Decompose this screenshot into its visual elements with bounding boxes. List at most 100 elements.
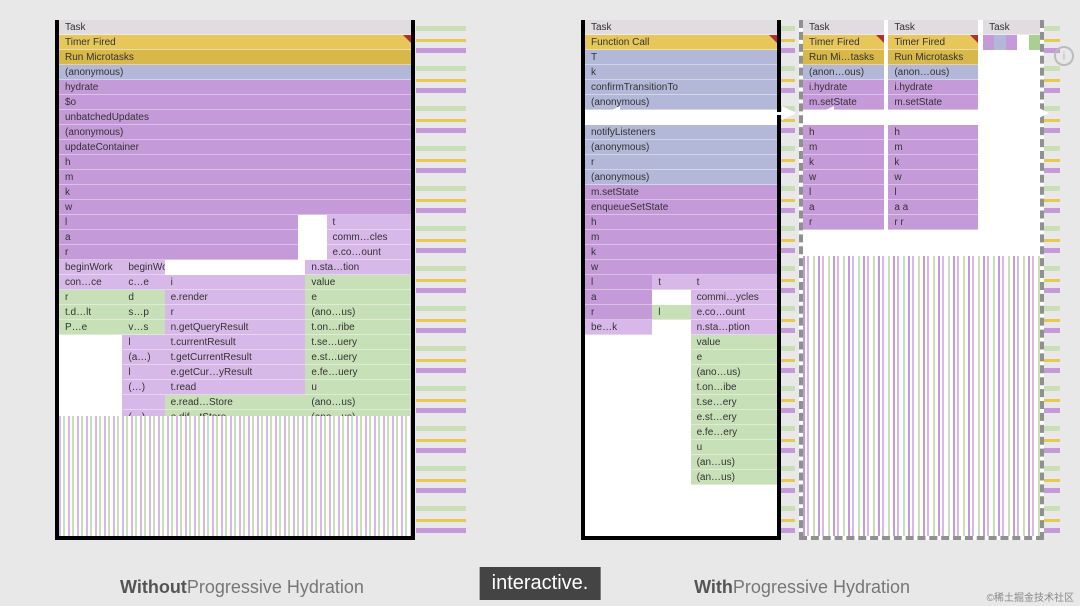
flame-row: e.co…ount	[327, 245, 411, 260]
flame-row: value	[305, 275, 411, 290]
flame-row: Run Microtasks	[59, 50, 411, 65]
flame-row: w	[803, 170, 884, 185]
flame-row: m	[59, 170, 411, 185]
flame-row: k	[803, 155, 884, 170]
flame-row: (ano…us)	[305, 395, 411, 410]
flame-row: w	[59, 200, 411, 215]
flame-row: e	[691, 350, 777, 365]
flame-row: e.st…ery	[691, 410, 777, 425]
flame-row: h	[803, 125, 884, 140]
flame-row: t.getCurrentResult	[165, 350, 306, 365]
flame-row: t.on…ibe	[691, 380, 777, 395]
flame-row: a	[59, 230, 298, 245]
flame-row: l	[803, 185, 884, 200]
flame-column: tcommi…yclese.co…ountn.sta…ptionvaluee(a…	[691, 275, 777, 485]
noise-stripes	[59, 416, 411, 536]
flame-row: (an…us)	[691, 470, 777, 485]
flame-row: Run Microtasks	[888, 50, 978, 65]
flame-row: (ano…us)	[691, 365, 777, 380]
flame-row: con…ce	[59, 275, 122, 290]
flame-row: (anonymous)	[585, 170, 777, 185]
flame-row: u	[691, 440, 777, 455]
flame-column: tcomm…clese.co…ount	[327, 215, 411, 260]
noise-stripes	[803, 256, 1040, 536]
flame-row: e.read…Store	[165, 395, 306, 410]
flame-row: be…k	[585, 320, 652, 335]
interactive-arrow	[608, 112, 794, 115]
flame-row: a	[585, 290, 652, 305]
flame-row: k	[59, 185, 411, 200]
flame-row: Task	[59, 20, 411, 35]
flame-row: beginWork	[122, 260, 164, 275]
flame-row: s…p	[122, 305, 164, 320]
flame-row: r	[803, 215, 884, 230]
flame-row: t.se…uery	[305, 335, 411, 350]
flame-row: m	[585, 230, 777, 245]
flame-row: l	[59, 215, 298, 230]
flame-row: updateContainer	[59, 140, 411, 155]
flame-row: k	[585, 245, 777, 260]
flame-row: c…e	[122, 275, 164, 290]
flame-row: u	[305, 380, 411, 395]
flame-row: t.d…lt	[59, 305, 122, 320]
flame-row: t.read	[165, 380, 306, 395]
info-icon[interactable]: i	[1054, 46, 1074, 66]
flame-row: m.setState	[803, 95, 884, 110]
flame-column: lar	[59, 215, 298, 260]
flame-row: h	[888, 125, 978, 140]
flame-row: beginWork	[59, 260, 122, 275]
flame-row: a	[803, 200, 884, 215]
flame-row: l	[122, 365, 164, 380]
flame-row: comm…cles	[327, 230, 411, 245]
flame-row: (ano…us)	[305, 305, 411, 320]
flame-row: t.on…ribe	[305, 320, 411, 335]
flame-row: t.currentResult	[165, 335, 306, 350]
flame-row	[122, 395, 164, 410]
flame-row: k	[888, 155, 978, 170]
flame-row: e.fe…ery	[691, 425, 777, 440]
flame-row: notifyListeners	[585, 125, 777, 140]
flame-row: (a…)	[122, 350, 164, 365]
caption-left-bold: Without	[120, 577, 187, 598]
flame-row: (anonymous)	[585, 140, 777, 155]
flame-row: value	[691, 335, 777, 350]
flame-row: t	[327, 215, 411, 230]
flame-row: w	[585, 260, 777, 275]
flame-row: confirmTransitionTo	[585, 80, 777, 95]
flame-row: k	[585, 65, 777, 80]
caption-left: Progressive Hydration	[187, 577, 364, 598]
flame-row: Function Call	[585, 35, 777, 50]
flame-row: m.setState	[585, 185, 777, 200]
flame-row: (an…us)	[691, 455, 777, 470]
flame-row: r	[165, 305, 306, 320]
flame-row	[652, 320, 690, 335]
flame-row: e.co…ount	[691, 305, 777, 320]
flame-row: a a	[888, 200, 978, 215]
flame-row: t	[652, 275, 690, 290]
watermark: ©稀土掘金技术社区	[987, 589, 1074, 604]
flame-row: w	[888, 170, 978, 185]
flame-row: Timer Fired	[59, 35, 411, 50]
side-marks	[1044, 20, 1060, 536]
caption-right-bold: With	[694, 577, 733, 598]
flame-row: n.getQueryResult	[165, 320, 306, 335]
flame-row: h	[59, 155, 411, 170]
flame-row: unbatchedUpdates	[59, 110, 411, 125]
flame-row: m.setState	[888, 95, 978, 110]
flame-row: r	[59, 290, 122, 305]
flame-row: Task	[983, 20, 1040, 35]
flame-panel-without: TaskTimer FiredRun Microtasks(anonymous)…	[55, 20, 415, 540]
flame-row: i.hydrate	[803, 80, 884, 95]
flame-row	[298, 215, 326, 230]
flame-row: enqueueSetState	[585, 200, 777, 215]
side-marks	[416, 20, 466, 536]
flame-row: e	[305, 290, 411, 305]
flame-row: l	[888, 185, 978, 200]
flame-row: (anon…ous)	[803, 65, 884, 80]
flame-panel-with-left: TaskFunction CallTkconfirmTransitionTo(a…	[581, 20, 781, 540]
stage: TaskTimer FiredRun Microtasks(anonymous)…	[0, 0, 1080, 606]
flame-row: Task	[585, 20, 777, 35]
flame-row: commi…ycles	[691, 290, 777, 305]
flame-row: m	[888, 140, 978, 155]
flame-row	[652, 290, 690, 305]
